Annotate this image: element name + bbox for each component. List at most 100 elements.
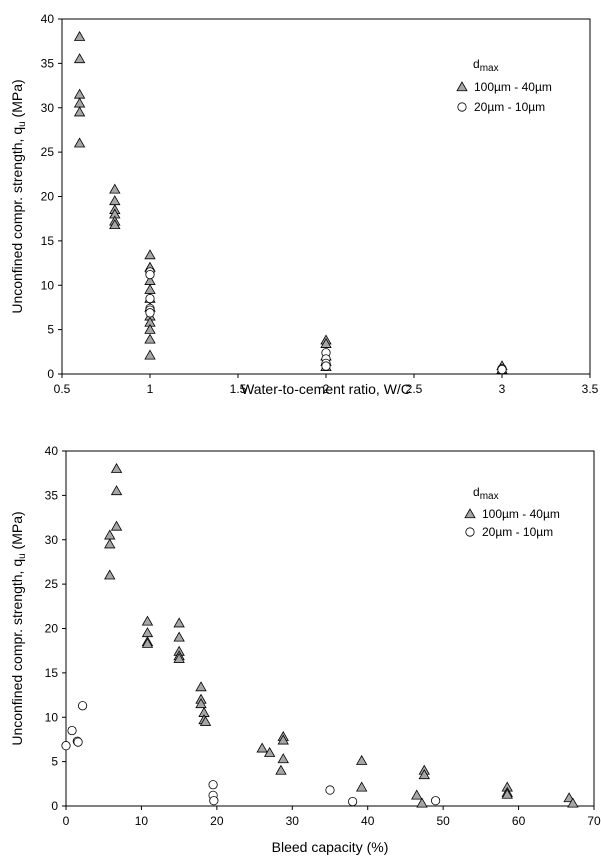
series-2 — [61, 701, 441, 807]
x-tick-label: 70 — [587, 814, 601, 828]
y-tick-label: 20 — [45, 622, 59, 636]
legend-marker-triangle — [456, 81, 468, 92]
data-point-triangle — [144, 323, 156, 334]
y-tick-label: 5 — [51, 755, 58, 769]
plot-frame — [61, 18, 591, 375]
legend-marker-triangle — [464, 508, 476, 519]
data-point-circle — [497, 364, 507, 375]
data-point-triangle — [263, 746, 276, 757]
x-tick-label: 3 — [499, 382, 506, 396]
data-point-triangle — [199, 715, 212, 726]
data-point-triangle — [110, 462, 123, 473]
y-tick-label: 0 — [47, 367, 54, 381]
data-point-triangle — [416, 797, 428, 808]
data-point-triangle — [256, 742, 268, 753]
y-tick-label: 10 — [41, 278, 55, 292]
data-point-triangle — [411, 789, 423, 800]
legend-marker-circle — [457, 102, 467, 112]
series-1 — [73, 30, 508, 374]
x-axis-title: Water-to-cement ratio, W/C — [241, 381, 411, 397]
data-point-circle — [208, 780, 218, 790]
data-point-triangle — [141, 615, 154, 626]
data-point-triangle — [195, 698, 207, 709]
legend-title: dmax — [473, 57, 499, 74]
data-point-triangle — [320, 338, 332, 348]
data-point-triangle — [73, 88, 86, 99]
data-point-triangle — [563, 792, 575, 803]
x-tick-label: 10 — [135, 814, 149, 828]
y-tick-label: 30 — [41, 101, 55, 115]
x-tick-label: 2.5 — [406, 382, 423, 396]
legend: dmax 100µm - 40µm 20µm - 10µm — [464, 485, 560, 539]
x-tick-label: 0 — [63, 814, 70, 828]
data-point-triangle — [110, 520, 123, 531]
data-point-triangle — [141, 637, 154, 648]
legend-title: dmax — [473, 485, 499, 502]
data-point-triangle — [173, 652, 185, 663]
legend-label: 100µm - 40µm — [474, 80, 552, 94]
data-point-triangle — [277, 734, 289, 745]
y-tick-label: 40 — [45, 444, 59, 458]
data-point-triangle — [195, 681, 207, 692]
chart-1: 0 5 10 15 20 25 30 35 40 0.5 1 1.5 2 2.5 3 3.5 Water-to-… — [9, 12, 599, 397]
data-point-triangle — [144, 349, 156, 360]
x-tick-label: 50 — [436, 814, 450, 828]
legend-label: 100µm - 40µm — [482, 507, 560, 521]
data-point-circle — [145, 269, 155, 280]
x-tick-label: 1 — [147, 382, 154, 396]
y-tick-label: 30 — [45, 533, 59, 547]
y-tick-label: 0 — [51, 799, 58, 813]
data-point-triangle — [73, 30, 86, 41]
data-point-triangle — [144, 333, 156, 344]
x-axis-title: Bleed capacity (%) — [272, 839, 389, 855]
data-point-circle — [325, 785, 335, 795]
x-tick-label: 20 — [210, 814, 224, 828]
y-tick-label: 15 — [45, 666, 59, 680]
data-point-triangle — [144, 283, 156, 294]
data-point-triangle — [144, 249, 156, 260]
data-point-triangle — [173, 617, 185, 628]
x-tick-label: 30 — [286, 814, 300, 828]
legend-label: 20µm - 10µm — [482, 525, 553, 539]
y-tick-label: 25 — [41, 145, 55, 159]
series-2 — [145, 267, 507, 375]
y-tick-label: 15 — [41, 234, 55, 248]
data-point-triangle — [104, 569, 116, 580]
data-point-triangle — [501, 788, 513, 799]
x-tick-label: 60 — [512, 814, 526, 828]
data-point-triangle — [141, 627, 154, 638]
data-point-triangle — [275, 764, 287, 775]
y-axis-title: Unconfined compr. strength, qu (MPa) — [9, 79, 28, 313]
data-point-triangle — [173, 631, 185, 642]
data-point-circle — [73, 737, 83, 747]
data-point-circle — [77, 701, 88, 711]
x-tick-label: 40 — [361, 814, 375, 828]
series-1 — [104, 462, 579, 808]
y-tick-label: 5 — [47, 323, 54, 337]
data-point-circle — [67, 725, 77, 736]
data-point-triangle — [109, 195, 121, 206]
data-point-triangle — [104, 538, 116, 549]
data-point-circle — [145, 293, 155, 304]
data-point-triangle — [418, 769, 430, 780]
legend-label: 20µm - 10µm — [474, 100, 545, 114]
y-tick-label: 20 — [41, 190, 55, 204]
data-point-triangle — [73, 97, 86, 108]
y-tick-label: 25 — [45, 577, 59, 591]
data-point-triangle — [277, 753, 289, 764]
data-point-circle — [348, 796, 358, 807]
data-point-triangle — [567, 797, 579, 808]
x-tick-label: 3.5 — [582, 382, 599, 396]
data-point-triangle — [109, 219, 121, 230]
y-tick-label: 10 — [45, 710, 59, 724]
plot-frame — [65, 450, 595, 807]
data-point-triangle — [73, 137, 86, 148]
chart-2: 0 5 10 15 20 25 30 35 40 0 10 20 30 40 50 60 70 Bleed cap… — [9, 444, 601, 855]
data-point-triangle — [110, 485, 123, 496]
x-tick-label: 2 — [323, 382, 330, 396]
data-point-circle — [209, 796, 219, 806]
data-point-triangle — [355, 754, 368, 765]
data-point-triangle — [104, 529, 116, 540]
y-tick-label: 35 — [41, 56, 55, 70]
